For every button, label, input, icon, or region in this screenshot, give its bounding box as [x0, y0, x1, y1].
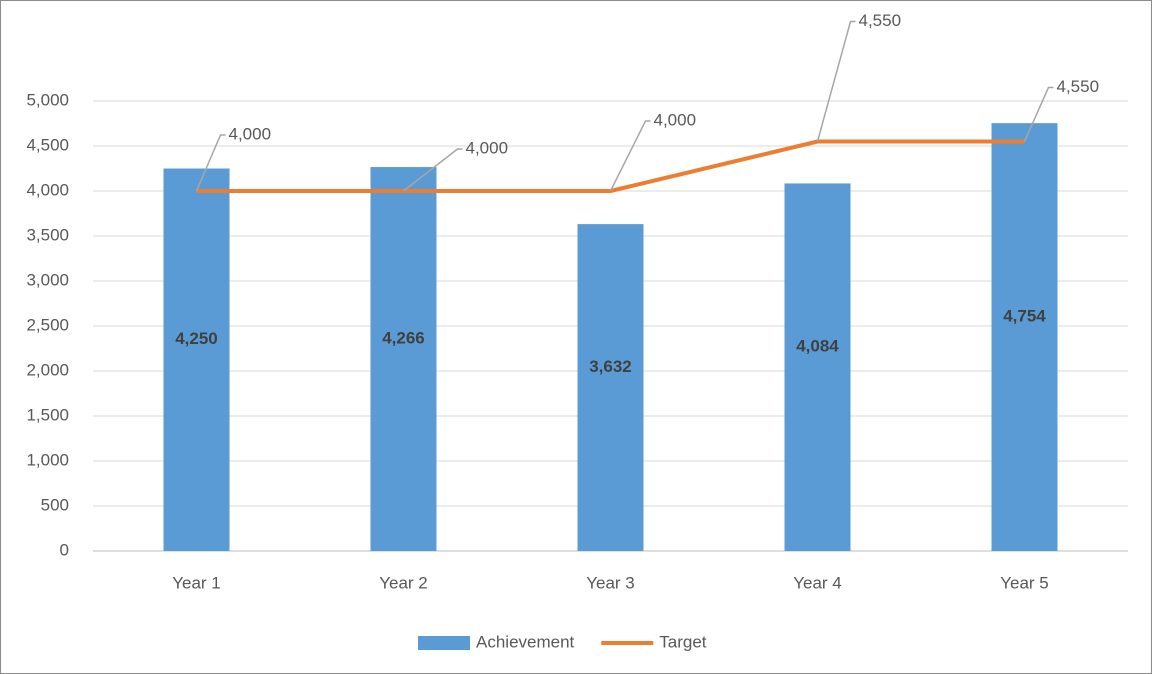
- data-label: 4,754: [1003, 307, 1046, 326]
- y-tick-label: 3,000: [26, 270, 69, 289]
- leader-line: [609, 120, 651, 192]
- y-tick-label: 4,000: [26, 180, 69, 199]
- data-label: 4,266: [382, 329, 425, 348]
- data-label: 4,000: [654, 110, 697, 129]
- data-label: 4,084: [796, 337, 839, 356]
- data-label: 4,000: [229, 124, 272, 143]
- x-tick-label: Year 5: [1000, 573, 1049, 592]
- bar: [370, 167, 437, 551]
- x-tick-label: Year 2: [379, 573, 428, 592]
- data-label: 4,000: [466, 138, 509, 157]
- bar: [991, 123, 1058, 551]
- legend-label: Target: [659, 632, 707, 651]
- y-tick-label: 2,000: [26, 360, 69, 379]
- y-tick-label: 2,500: [26, 315, 69, 334]
- y-tick-label: 0: [60, 540, 69, 559]
- y-tick-label: 1,000: [26, 450, 69, 469]
- x-tick-label: Year 1: [172, 573, 221, 592]
- leader-line: [816, 20, 856, 142]
- y-tick-label: 4,500: [26, 135, 69, 154]
- y-tick-label: 500: [41, 495, 69, 514]
- leader-line: [403, 148, 463, 192]
- legend-label: Achievement: [476, 632, 575, 651]
- x-tick-label: Year 3: [586, 573, 635, 592]
- y-tick-label: 5,000: [26, 90, 69, 109]
- y-tick-label: 1,500: [26, 405, 69, 424]
- x-tick-label: Year 4: [793, 573, 842, 592]
- data-label: 4,250: [175, 329, 218, 348]
- data-label: 4,550: [859, 11, 902, 30]
- legend-swatch: [418, 636, 470, 650]
- bar: [163, 168, 230, 551]
- data-label: 3,632: [589, 357, 632, 376]
- bar: [784, 183, 851, 551]
- bar: [577, 224, 644, 551]
- y-tick-label: 3,500: [26, 225, 69, 244]
- leader-line: [1023, 86, 1054, 142]
- data-label: 4,550: [1057, 77, 1100, 96]
- leader-line: [195, 134, 226, 192]
